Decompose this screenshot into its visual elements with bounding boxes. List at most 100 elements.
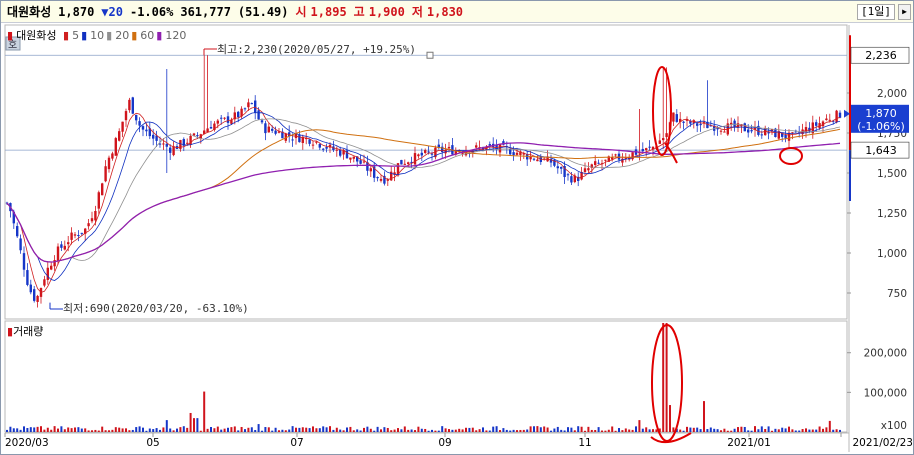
candle-body — [696, 123, 699, 126]
volume-bar — [448, 429, 450, 432]
stock-name[interactable]: 대원화성 — [7, 5, 52, 19]
candle-body — [648, 146, 651, 148]
current-marker-price: 1,870 — [865, 107, 897, 120]
volume-bar — [815, 429, 818, 432]
time-tick-label: 05 — [146, 437, 159, 449]
volume-bar — [162, 427, 165, 432]
candle-body — [407, 162, 410, 165]
volume-bar — [254, 429, 257, 432]
volume-bar — [33, 427, 36, 432]
volume-bar — [723, 428, 726, 432]
volume-bar — [774, 428, 777, 432]
volume-bar — [237, 430, 240, 432]
scroll-right-button[interactable]: ▶ — [898, 4, 911, 20]
candle-body — [308, 139, 311, 144]
volume-bar — [114, 427, 117, 432]
candle-body — [821, 121, 825, 127]
period-selector[interactable]: [1일] — [857, 4, 895, 20]
volume-bar — [794, 430, 797, 432]
volume-bar — [570, 427, 573, 432]
volume-bar — [750, 430, 753, 432]
volume-bar — [801, 429, 804, 432]
volume-bar — [250, 427, 253, 432]
candle-body — [481, 147, 485, 151]
volume-bar — [94, 429, 97, 432]
highlight-circle-support — [779, 147, 803, 165]
volume-bar — [420, 428, 423, 432]
volume-bar — [825, 427, 828, 432]
volume-bar — [36, 426, 39, 432]
volume-bar — [346, 427, 348, 432]
volume-bar — [322, 426, 325, 432]
volume-bar — [87, 430, 90, 432]
volume-bar — [376, 426, 379, 432]
candle-body — [628, 156, 631, 160]
volume-bar — [597, 427, 600, 432]
volume-bar — [621, 430, 624, 432]
volume-bar — [614, 430, 617, 432]
candle-body — [740, 124, 743, 127]
volume-bar — [298, 427, 301, 432]
volume-bar — [284, 430, 287, 432]
open-label: 시 — [295, 5, 307, 19]
candle-body — [70, 232, 73, 240]
volume-bar — [618, 428, 620, 432]
candle-body — [580, 172, 583, 180]
volume-bar — [689, 427, 692, 432]
volume-bar — [274, 427, 277, 432]
candle-body — [209, 126, 213, 129]
candle-body — [46, 267, 49, 280]
candle-body — [719, 130, 723, 132]
volume-bar — [703, 401, 705, 432]
volume-bar — [101, 426, 104, 432]
candle-body — [145, 129, 148, 132]
volume-bar — [84, 428, 87, 432]
price-panel-frame — [4, 24, 848, 320]
volume-bar — [206, 428, 209, 432]
candle-body — [284, 133, 287, 141]
candle-body — [393, 172, 396, 175]
volume-unit-label: x100 — [881, 420, 907, 432]
candle-body — [90, 218, 94, 222]
volume-bar — [444, 428, 447, 432]
candle-body — [158, 143, 162, 145]
candle-body — [815, 122, 818, 126]
candle-body — [128, 99, 131, 111]
volume-bar — [682, 430, 685, 432]
volume-bar — [692, 427, 695, 432]
volume-bar — [363, 427, 365, 432]
candle-body — [56, 246, 60, 262]
ma120-line — [6, 142, 841, 263]
ma-label-5: 5 — [72, 29, 80, 42]
volume-bar — [577, 426, 580, 432]
volume-bar — [839, 429, 841, 432]
volume-bar — [108, 430, 110, 432]
volume-bar — [556, 426, 559, 432]
volume-bar — [699, 429, 702, 432]
volume-bar — [631, 429, 634, 432]
candle-body — [226, 116, 230, 123]
volume-bar — [764, 428, 767, 432]
volume-bar — [43, 429, 46, 432]
candle-body — [706, 121, 709, 129]
volume-bar — [172, 430, 175, 432]
time-tick-label: 09 — [438, 437, 451, 449]
ma-label-60: 60 — [140, 29, 155, 42]
candle-body — [318, 144, 321, 148]
candle-body — [396, 163, 400, 176]
candle-body — [148, 128, 151, 137]
candle-body — [271, 128, 274, 131]
candle-body — [400, 159, 403, 165]
candle-body — [345, 150, 349, 159]
volume-bar — [159, 429, 161, 432]
volume-bar — [203, 391, 206, 432]
candle-body — [216, 120, 219, 124]
candle-body — [614, 154, 617, 156]
volume-bar — [386, 427, 389, 432]
volume-bar — [706, 429, 709, 432]
candle-body — [373, 166, 376, 178]
candle-body — [172, 146, 175, 156]
candle-body — [19, 238, 22, 251]
